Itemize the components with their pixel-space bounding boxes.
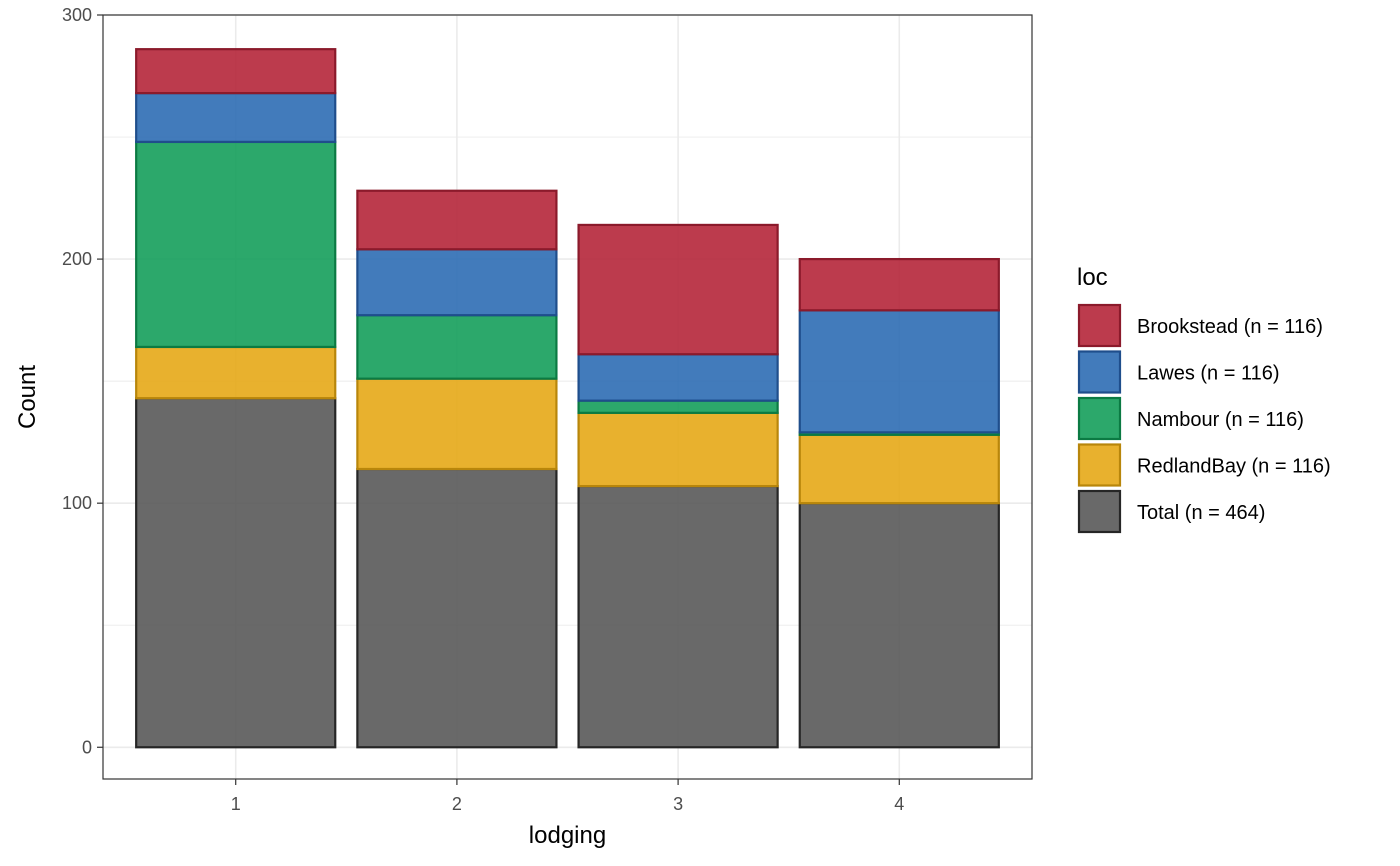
bar-total-4 — [798, 502, 1000, 749]
x-tick-label: 4 — [894, 794, 904, 814]
bar-nambour-1 — [135, 140, 337, 349]
bar-redlandbay-2 — [356, 377, 558, 471]
y-axis-title: Count — [14, 365, 41, 429]
x-tick-label: 2 — [452, 794, 462, 814]
x-axis: 1 2 3 4 — [231, 779, 904, 814]
y-tick-label: 300 — [62, 5, 92, 25]
legend-label-nambour: Nambour (n = 116) — [1137, 409, 1304, 431]
legend-key-lawes — [1077, 350, 1122, 394]
y-tick-label: 100 — [62, 493, 92, 513]
legend: loc Brookstead (n = 116) Lawes (n = 116) N… — [1077, 264, 1331, 534]
legend-key-redlandbay — [1077, 443, 1122, 487]
legend-label-total: Total (n = 464) — [1137, 502, 1265, 524]
bar-total-1 — [135, 397, 337, 749]
bar-redlandbay-1 — [135, 345, 337, 400]
legend-key-brookstead — [1077, 303, 1122, 348]
bar-brookstead-3 — [577, 223, 779, 356]
legend-label-lawes: Lawes (n = 116) — [1137, 363, 1280, 385]
y-axis: 0 100 200 300 — [62, 5, 103, 757]
bar-lawes-3 — [577, 353, 779, 402]
bar-lawes-1 — [135, 92, 337, 144]
bar-lawes-2 — [356, 248, 558, 317]
panel-border — [102, 14, 1033, 780]
bar-total-2 — [356, 467, 558, 749]
bar-brookstead-4 — [798, 257, 1000, 312]
legend-label-brookstead: Brookstead (n = 116) — [1137, 316, 1323, 338]
bar-lawes-4 — [798, 309, 1000, 434]
bar-brookstead-2 — [356, 189, 558, 251]
bar-brookstead-1 — [135, 48, 337, 95]
x-tick-label: 3 — [673, 794, 683, 814]
x-tick-label: 1 — [231, 794, 241, 814]
bars-layer — [135, 48, 1000, 749]
bar-nambour-3 — [577, 399, 779, 414]
bar-redlandbay-4 — [798, 433, 1000, 505]
legend-title: loc — [1077, 264, 1108, 291]
bar-nambour-2 — [356, 314, 558, 380]
y-tick-label: 200 — [62, 249, 92, 269]
legend-key-total — [1077, 489, 1122, 534]
y-tick-label: 0 — [82, 737, 92, 757]
bar-redlandbay-3 — [577, 411, 779, 488]
bar-total-3 — [577, 484, 779, 749]
legend-label-redlandbay: RedlandBay (n = 116) — [1137, 456, 1331, 478]
legend-key-nambour — [1077, 396, 1122, 441]
x-axis-title: lodging — [529, 822, 606, 849]
